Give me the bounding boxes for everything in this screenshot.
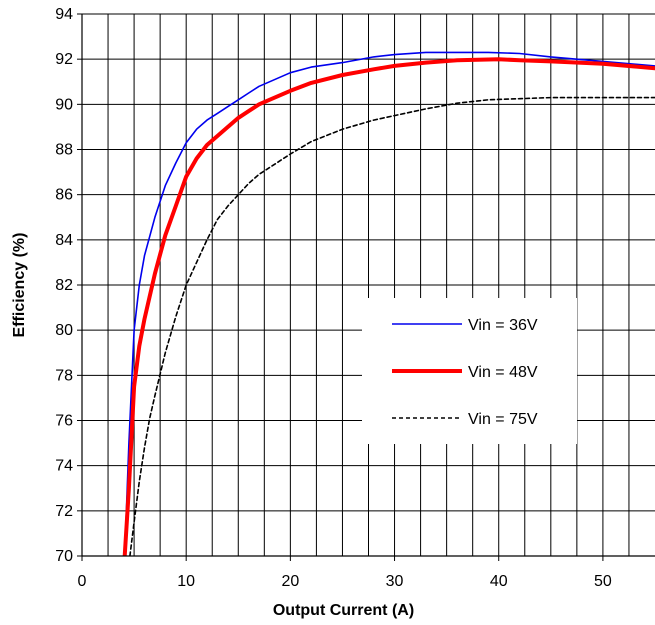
legend-label-1: Vin = 36V	[468, 317, 538, 334]
y-tick-label: 78	[55, 367, 73, 384]
y-tick-label: 86	[55, 187, 73, 204]
y-tick-label: 82	[55, 277, 73, 294]
x-axis-title: Output Current (A)	[273, 602, 414, 619]
axes	[77, 13, 655, 561]
y-tick-label: 76	[55, 413, 73, 430]
grid	[82, 13, 655, 556]
x-tick-label: 30	[386, 573, 404, 590]
y-tick-label: 90	[55, 96, 73, 113]
y-tick-label: 94	[55, 6, 73, 23]
tick-labels: 70 72 74 76 78 80 82 84 86 88 90 92 94 0 10 20 30 40 50	[55, 6, 612, 590]
y-tick-label: 70	[55, 548, 73, 565]
y-axis-title: Efficiency (%)	[11, 233, 28, 338]
series-line-3	[129, 96, 655, 556]
x-tick-label: 40	[490, 573, 508, 590]
legend-label-3: Vin = 75V	[468, 411, 538, 428]
y-tick-label: 92	[55, 51, 73, 68]
y-tick-label: 88	[55, 142, 73, 159]
legend: Vin = 36V Vin = 48V Vin = 75V	[362, 298, 577, 444]
legend-label-2: Vin = 48V	[468, 364, 538, 381]
x-tick-label: 50	[594, 573, 612, 590]
y-tick-label: 84	[55, 232, 73, 249]
y-tick-label: 72	[55, 503, 73, 520]
y-tick-label: 80	[55, 322, 73, 339]
series-line-2	[122, 57, 655, 556]
series-layer	[122, 51, 655, 556]
x-tick-label: 10	[177, 573, 195, 590]
series-line-1	[123, 51, 655, 556]
x-tick-label: 0	[78, 573, 87, 590]
y-tick-label: 74	[55, 458, 73, 475]
x-tick-label: 20	[281, 573, 299, 590]
